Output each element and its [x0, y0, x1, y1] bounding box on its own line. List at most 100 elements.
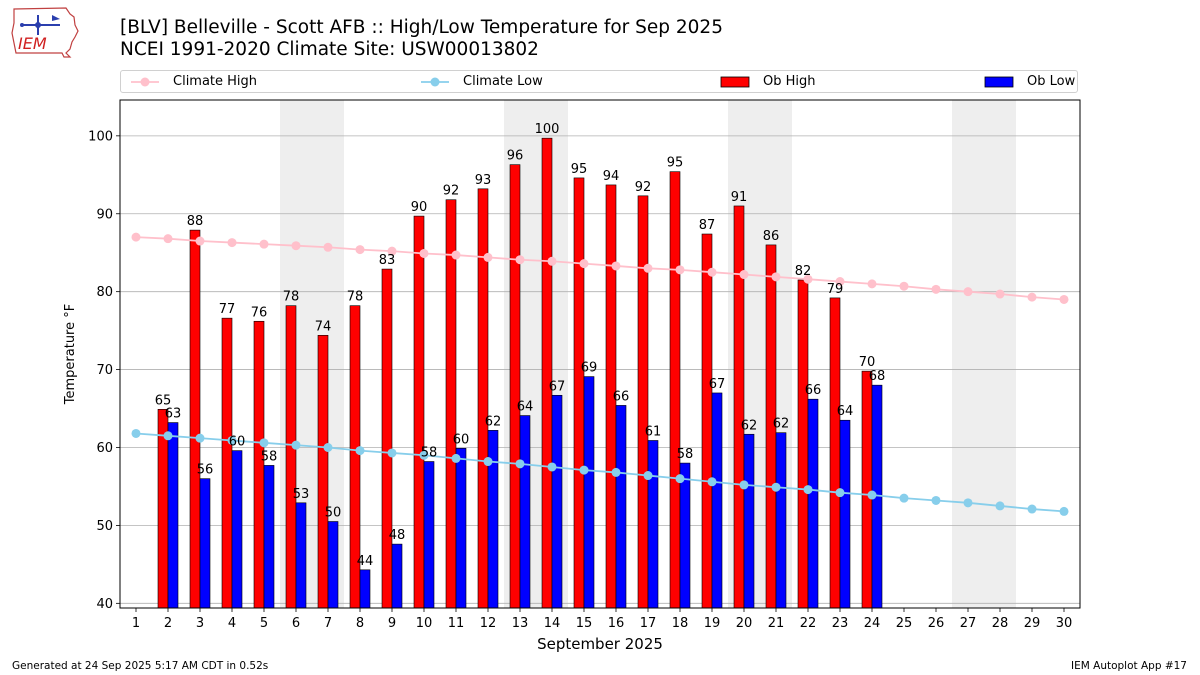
ob-high-label: 95 [571, 162, 588, 177]
climate-high-point [579, 259, 589, 269]
y-tick-label: 90 [96, 207, 113, 222]
ob-high-label: 82 [795, 264, 812, 279]
x-tick-label: 9 [388, 616, 396, 631]
climate-low-point [579, 465, 589, 475]
ob-low-bar [711, 392, 723, 609]
ob-high-bar [701, 233, 713, 609]
climate-high-line [135, 236, 1065, 301]
ob-high-label: 86 [763, 229, 780, 244]
ob-low-bar [807, 398, 819, 609]
ob-high-label: 76 [251, 305, 268, 320]
ob-high-label: 93 [475, 173, 492, 188]
ob-low-label: 62 [741, 418, 758, 433]
app-credit: IEM Autoplot App #17 [1071, 660, 1187, 672]
x-tick-label: 21 [768, 616, 785, 631]
ob-low-bar [679, 462, 691, 609]
ob-low-label: 61 [645, 424, 662, 439]
climate-low-point [1059, 506, 1069, 516]
x-tick-label: 28 [992, 616, 1009, 631]
ob-high-label: 94 [603, 169, 620, 184]
ob-high-swatch-icon [720, 76, 750, 88]
ob-high-label: 90 [411, 200, 428, 215]
climate-low-point [451, 453, 461, 463]
x-tick-label: 25 [896, 616, 913, 631]
climate-low-point [163, 431, 173, 441]
ob-high-bar [253, 320, 265, 609]
ob-high-label: 100 [535, 122, 560, 137]
iem-logo: IEM [11, 7, 79, 58]
ob-high-label: 92 [443, 184, 460, 199]
ob-high-label: 96 [507, 149, 524, 164]
ob-low-bar [263, 465, 275, 609]
climate-high-point [707, 267, 717, 277]
x-tick-label: 24 [864, 616, 881, 631]
ob-high-bar [829, 297, 841, 609]
climate-low-line-icon [421, 77, 449, 87]
ob-low-label: 58 [261, 449, 278, 464]
ob-low-swatch-icon [984, 76, 1014, 88]
climate-low-point [419, 450, 429, 460]
climate-low-point [1027, 504, 1037, 514]
ob-high-bar [637, 195, 649, 609]
climate-high-point [451, 250, 461, 260]
climate-high-point [643, 263, 653, 273]
y-tick-label: 70 [96, 363, 113, 378]
climate-high-point [515, 255, 525, 265]
ob-high-bar [221, 317, 233, 609]
ob-low-label: 53 [293, 487, 310, 502]
ob-low-bar [775, 432, 787, 609]
climate-high-point [163, 234, 173, 244]
climate-low-point [867, 490, 877, 500]
y-tick-label: 50 [96, 519, 113, 534]
climate-low-point [835, 488, 845, 498]
ob-low-label: 64 [517, 400, 534, 415]
ob-low-label: 67 [549, 379, 566, 394]
climate-low-point [707, 477, 717, 487]
ob-low-bar [839, 419, 851, 609]
ob-low-label: 44 [357, 554, 374, 569]
ob-high-label: 88 [187, 214, 204, 229]
x-tick-label: 19 [704, 616, 721, 631]
ob-low-label: 64 [837, 404, 854, 419]
climate-low-line [135, 432, 1065, 513]
y-tick-label: 40 [96, 597, 113, 612]
ob-low-label: 67 [709, 377, 726, 392]
climate-low-point [195, 433, 205, 443]
climate-high-point [995, 289, 1005, 299]
climate-low-point [675, 474, 685, 484]
ob-low-bar [487, 430, 499, 609]
ob-high-bar [541, 137, 553, 609]
logo-text: IEM [18, 34, 47, 53]
bar-labels: 65 88 77 76 78 74 78 83 90 92 93 96 100 95 94 92 95 87 91 8… [155, 122, 886, 569]
climate-high-point [227, 238, 237, 248]
ob-high-label: 87 [699, 218, 716, 233]
climate-high-point [387, 246, 397, 256]
ob-low-label: 60 [453, 432, 470, 447]
climate-high-point [803, 274, 813, 284]
ob-high-label: 78 [347, 290, 364, 305]
climate-low-point [547, 462, 557, 472]
ob-low-label: 58 [421, 446, 438, 461]
climate-high-point [131, 232, 141, 242]
x-tick-label: 13 [512, 616, 529, 631]
ob-low-bar [583, 376, 595, 609]
ob-high-label: 79 [827, 282, 844, 297]
plot-frame [119, 99, 1081, 609]
ob-low-label: 68 [869, 369, 886, 384]
chart-title: [BLV] Belleville - Scott AFB :: High/Low… [120, 17, 723, 38]
y-axis-label: Temperature °F [63, 304, 78, 405]
ob-low-bar [423, 461, 435, 609]
climate-low-point [355, 446, 365, 456]
ob-high-bar [797, 279, 809, 609]
x-tick-label: 11 [448, 616, 465, 631]
ob-high-bar [189, 229, 201, 609]
ob-low-bar [391, 543, 403, 609]
climate-high-point [355, 245, 365, 255]
climate-high-point [739, 270, 749, 280]
ob-high-bar [573, 177, 585, 609]
ob-high-bar [285, 305, 297, 609]
ob-low-bar [519, 415, 531, 609]
ob-low-label: 60 [229, 435, 246, 450]
climate-high-line-icon [131, 77, 159, 87]
ob-high-bar [381, 268, 393, 609]
